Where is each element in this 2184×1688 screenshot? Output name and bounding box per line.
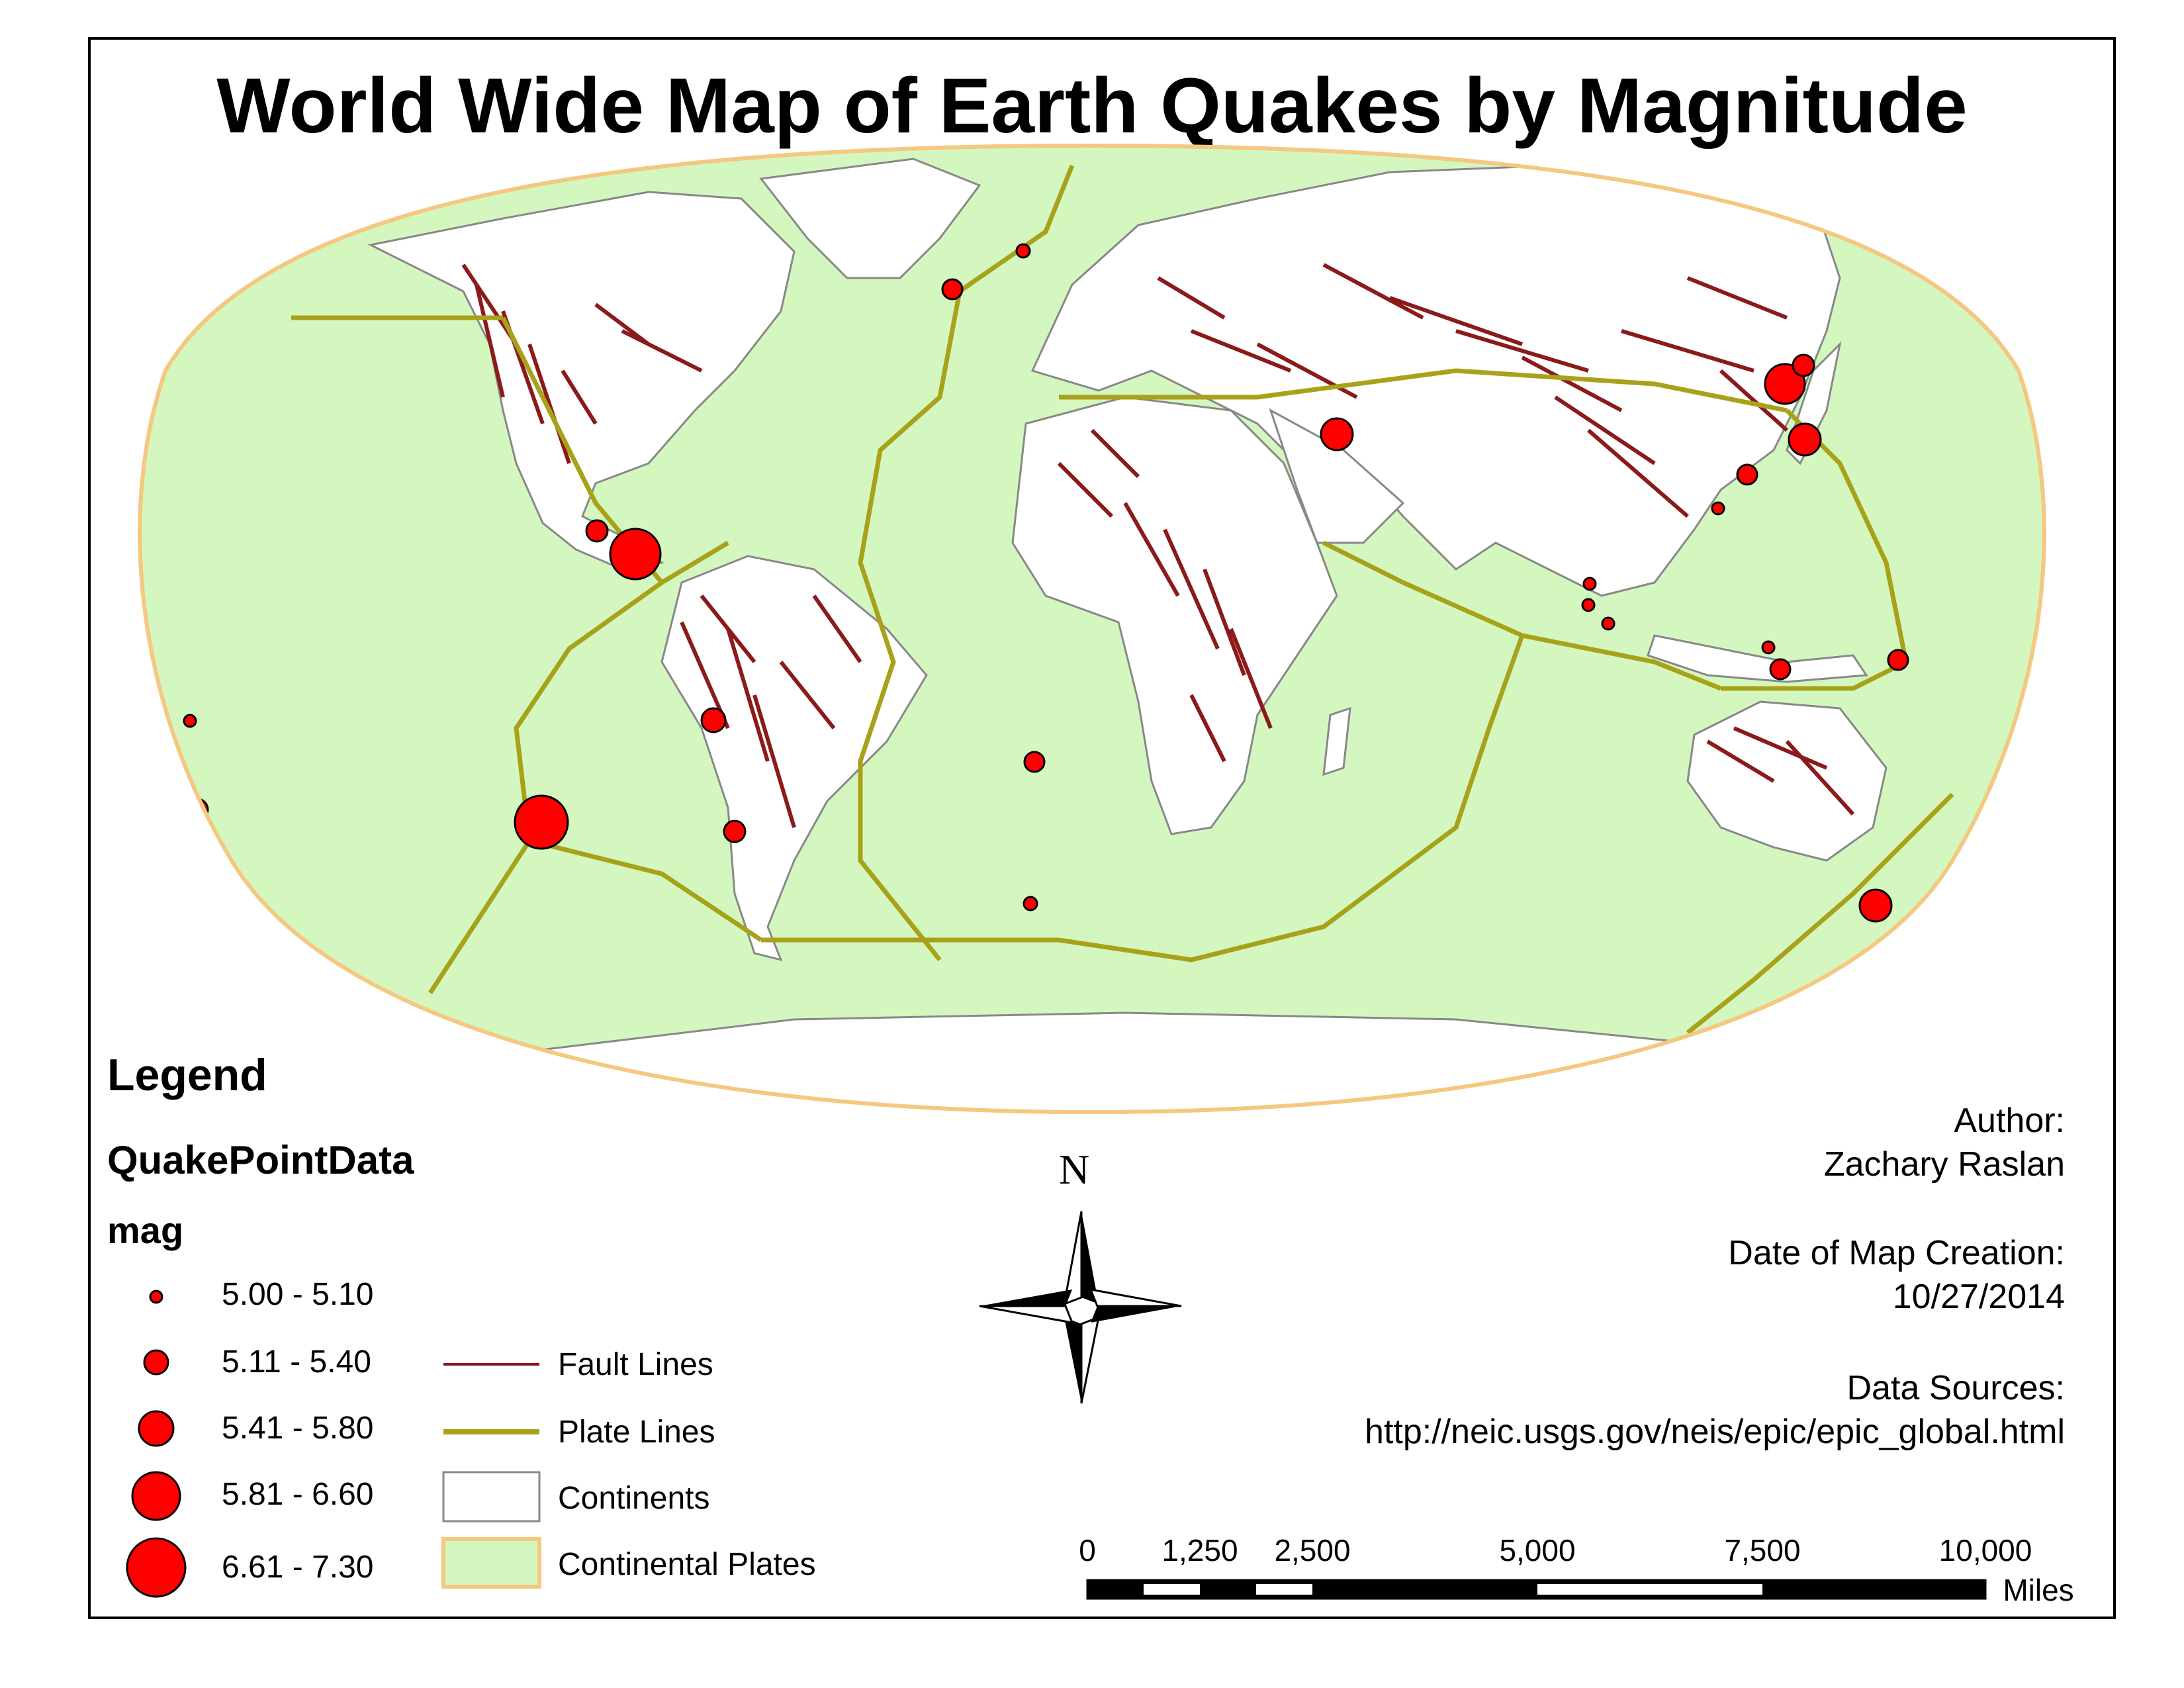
legend-symbols [126,1289,187,1598]
legend-continents-label: Continents [558,1481,710,1516]
quake-point [609,528,662,581]
quake-point [941,278,964,301]
quake-point [1858,888,1893,923]
quake-point [1887,649,1909,671]
australia [1686,700,1888,862]
legend-fault-lines-label: Fault Lines [558,1347,713,1382]
quake-point [1582,577,1597,591]
quake-point [183,714,197,728]
author-name: Zachary Raslan [1823,1145,2065,1184]
indonesia [1647,634,1868,683]
quake-point [1581,598,1596,612]
legend-field-name: mag [107,1209,184,1251]
legend-continental-plates-label: Continental Plates [558,1547,816,1582]
quake-point [1015,243,1031,259]
quake-point [585,519,609,543]
legend-mag-class-1: 5.00 - 5.10 [222,1277,374,1312]
legend-layer-name: QuakePointData [107,1138,414,1182]
quake-point [1023,751,1046,773]
greenland [759,158,981,279]
scale-tick-5: 10,000 [1938,1533,2032,1568]
quake-point [1788,422,1822,457]
legend-mag-5-81-symbol [131,1471,181,1521]
north-label: N [1059,1146,1090,1193]
scale-tick-0: 0 [1079,1533,1096,1568]
legend-title: Legend [107,1050,267,1100]
legend-mag-6-61-symbol [126,1537,187,1598]
legend-plate-lines-label: Plate Lines [558,1415,715,1450]
fault-lines [461,263,1855,828]
map-title: World Wide Map of Earth Quakes by Magnit… [216,62,1968,150]
legend-continental-plates-symbol [441,1537,541,1589]
date-value: 10/27/2014 [1892,1278,2065,1316]
legend-mag-class-5: 6.61 - 7.30 [222,1550,374,1585]
quake-point [1320,417,1354,451]
legend-continents-symbol [442,1471,541,1523]
legend-mag-5-00-symbol [149,1289,163,1304]
quake-point [1764,363,1806,405]
legend-mag-5-11-symbol [143,1349,169,1376]
quake-point [723,820,747,843]
scale-unit: Miles [2003,1573,2074,1607]
quake-point [1972,816,2015,859]
scale-tick-1: 1,250 [1161,1533,1238,1568]
quake-point [1711,501,1725,516]
madagascar [1322,706,1351,776]
date-label: Date of Map Creation: [1728,1234,2065,1272]
quake-point [1601,616,1615,631]
quake-point [1769,658,1792,680]
scale-tick-2: 2,500 [1274,1533,1351,1568]
legend-mag-5-41-symbol [138,1410,175,1447]
legend-mag-class-4: 5.81 - 6.60 [222,1477,374,1512]
quake-point [514,794,569,850]
quake-point [1761,640,1776,655]
legend-mag-class-2: 5.11 - 5.40 [222,1344,371,1380]
earthquake-points [183,243,2015,923]
scale-bar [1086,1579,1987,1600]
quake-point [1736,463,1758,486]
legend-mag-class-3: 5.41 - 5.80 [222,1411,374,1446]
quake-point [700,707,727,733]
north-arrow-icon [979,1211,1182,1404]
arabia [1269,408,1405,544]
author-label: Author: [1954,1102,2065,1140]
sources-label: Data Sources: [1846,1369,2066,1407]
quake-point [1023,896,1038,912]
eurasia [1030,164,1841,597]
quake-point [1792,353,1815,377]
scale-tick-3: 5,000 [1499,1533,1576,1568]
scale-tick-4: 7,500 [1724,1533,1801,1568]
source-url: http://neic.usgs.gov/neis/epic/epic_glob… [1365,1413,2065,1451]
map-frame [88,37,2116,1619]
africa [1011,396,1338,835]
south-america [660,555,928,962]
